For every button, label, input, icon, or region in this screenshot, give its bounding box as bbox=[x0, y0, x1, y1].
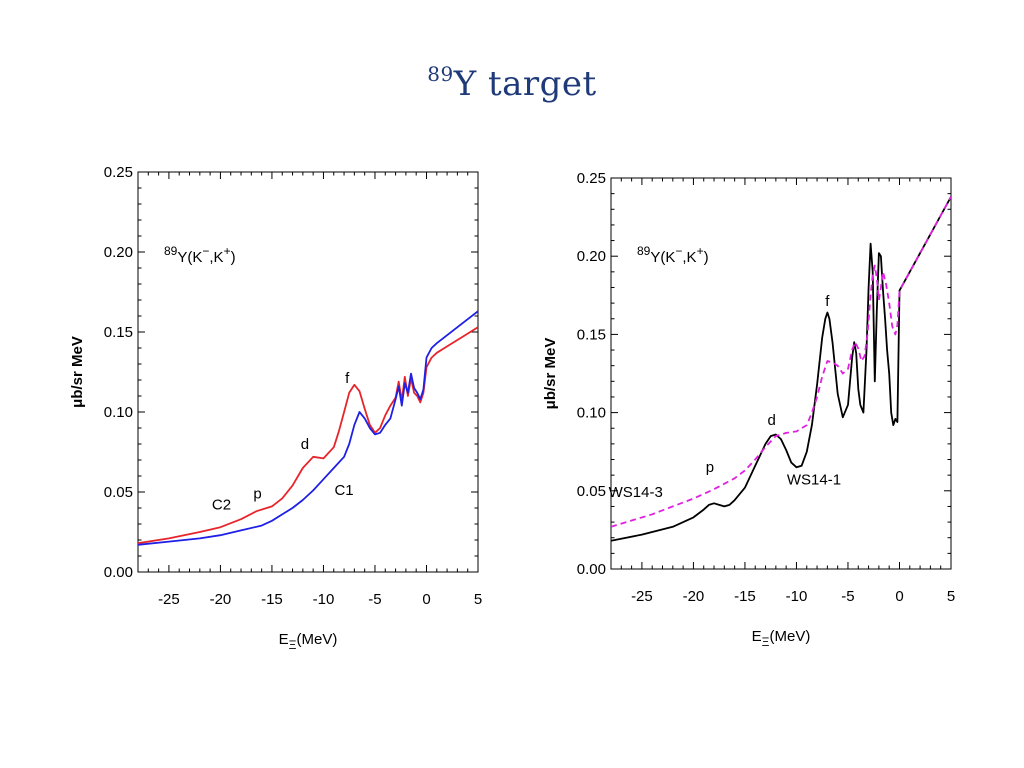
x-tick-label: 5 bbox=[474, 591, 482, 608]
annotation-label: p bbox=[706, 459, 714, 476]
x-tick-label: -5 bbox=[841, 588, 854, 605]
y-tick-label: 0.05 bbox=[577, 483, 606, 500]
y-tick-label: 0.20 bbox=[577, 248, 606, 265]
y-tick-label: 0.15 bbox=[104, 324, 133, 341]
y-tick-label: 0.00 bbox=[577, 561, 606, 578]
right-chart: -25 -20 -15 -10 -5 0 5 0.00 0.05 0.10 0.15 0.20 0.25… bbox=[542, 170, 955, 649]
annotation-label: WS14-1 bbox=[787, 472, 841, 489]
annotation-label: WS14-3 bbox=[609, 484, 663, 501]
y-tick-label: 0.25 bbox=[577, 170, 606, 187]
x-tick-label: -10 bbox=[786, 588, 808, 605]
left-chart: -25 -20 -15 -10 -5 0 5 0.00 0.05 0.10 0.15 0.20 0.25… bbox=[69, 164, 482, 652]
y-tick-label: 0.15 bbox=[577, 326, 606, 343]
x-tick-label: -5 bbox=[368, 591, 381, 608]
y-tick-label: 0.00 bbox=[104, 564, 133, 581]
annotation-label: f bbox=[345, 370, 350, 387]
y-axis-label: μb/sr MeV bbox=[69, 336, 86, 408]
series-line-ws14-1 bbox=[611, 196, 951, 542]
y-tick-label: 0.05 bbox=[104, 484, 133, 501]
x-tick-label: -25 bbox=[158, 591, 180, 608]
series-line-c1 bbox=[138, 310, 478, 546]
annotation-label: d bbox=[301, 436, 309, 453]
annotation-label: f bbox=[825, 293, 830, 310]
x-axis-label: EΞ(MeV) bbox=[279, 631, 338, 652]
y-axis-label: μb/sr MeV bbox=[542, 338, 559, 410]
annotation-label: C1 bbox=[334, 482, 353, 499]
reaction-label: 89Y(K−,K+) bbox=[164, 244, 236, 266]
title-main: Y target bbox=[453, 64, 597, 104]
x-tick-label: -20 bbox=[210, 591, 232, 608]
x-tick-label: -10 bbox=[313, 591, 335, 608]
x-tick-label: 0 bbox=[895, 588, 903, 605]
series-group bbox=[611, 196, 951, 542]
title-mass-number: 89 bbox=[427, 62, 454, 86]
series-group bbox=[138, 310, 478, 546]
y-tick-label: 0.10 bbox=[577, 405, 606, 422]
plot-frame bbox=[610, 177, 952, 570]
y-tick-label: 0.25 bbox=[104, 164, 133, 181]
annotation-label: C2 bbox=[212, 497, 231, 514]
x-tick-label: -15 bbox=[734, 588, 756, 605]
plot-frame bbox=[137, 171, 479, 573]
y-tick-label: 0.10 bbox=[104, 404, 133, 421]
x-tick-label: 0 bbox=[422, 591, 430, 608]
annotation-label: p bbox=[253, 485, 261, 502]
x-axis-label: EΞ(MeV) bbox=[752, 628, 811, 649]
annotation-label: d bbox=[768, 412, 776, 429]
series-line-ws14-3 bbox=[611, 196, 951, 528]
x-tick-label: -20 bbox=[683, 588, 705, 605]
slide-title: 89Y target bbox=[0, 62, 1024, 104]
x-tick-label: -25 bbox=[631, 588, 653, 605]
reaction-label: 89Y(K−,K+) bbox=[637, 244, 709, 266]
y-tick-label: 0.20 bbox=[104, 244, 133, 261]
x-tick-label: -15 bbox=[261, 591, 283, 608]
x-tick-label: 5 bbox=[947, 588, 955, 605]
